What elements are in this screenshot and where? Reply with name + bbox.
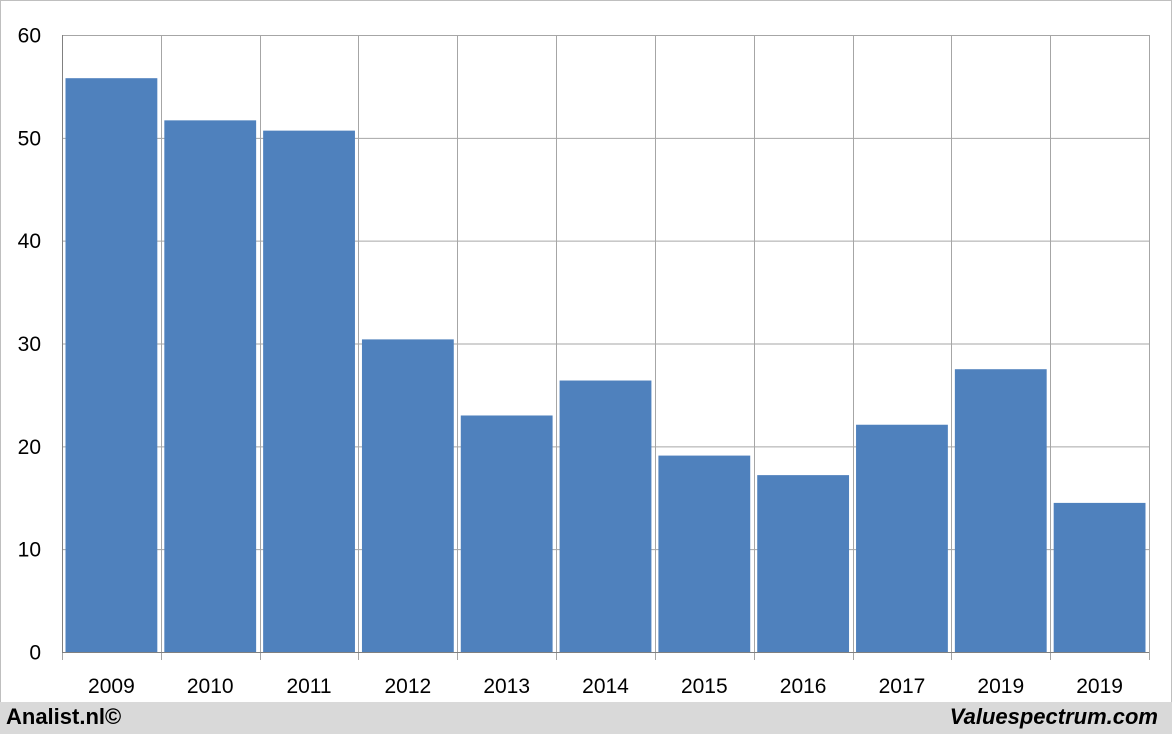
x-tick-label: 2013 [483,675,530,698]
bar [65,78,158,652]
x-tick-label: 2014 [582,675,629,698]
x-tick-label: 2015 [681,675,728,698]
bar [263,130,355,652]
footer-source-label: Analist.nl© [6,704,122,729]
bar-chart: 0 10 20 30 40 50 60 2009 2010 2011 2012 2013 2014 201… [18,25,1150,698]
x-tick-label: 2011 [286,675,331,698]
y-tick-label: 10 [18,539,41,562]
x-tick-label: 2017 [879,675,926,698]
x-tick-label: 2019 [1076,675,1123,698]
x-tick-label: 2009 [88,675,135,698]
bar [757,475,850,652]
y-tick-label: 0 [29,642,41,665]
bar [460,415,553,652]
x-tick-label: 2012 [385,675,432,698]
bar [658,455,751,652]
bar [856,424,948,652]
x-tick-label: 2019 [977,675,1024,698]
x-tick-label: 2016 [780,675,827,698]
bar [1053,502,1146,652]
x-tick-label: 2010 [187,675,234,698]
bar [954,369,1047,652]
y-tick-label: 40 [18,230,41,253]
footer-site-label: Valuespectrum.com [949,704,1158,729]
y-tick-label: 30 [18,333,41,356]
y-tick-label: 20 [18,436,41,459]
y-tick-label: 50 [18,127,41,150]
footer-bar: Analist.nl© Valuespectrum.com [0,702,1172,734]
y-tick-label: 60 [18,25,41,48]
bar [559,380,652,652]
bar [164,120,257,652]
bar [361,339,454,652]
